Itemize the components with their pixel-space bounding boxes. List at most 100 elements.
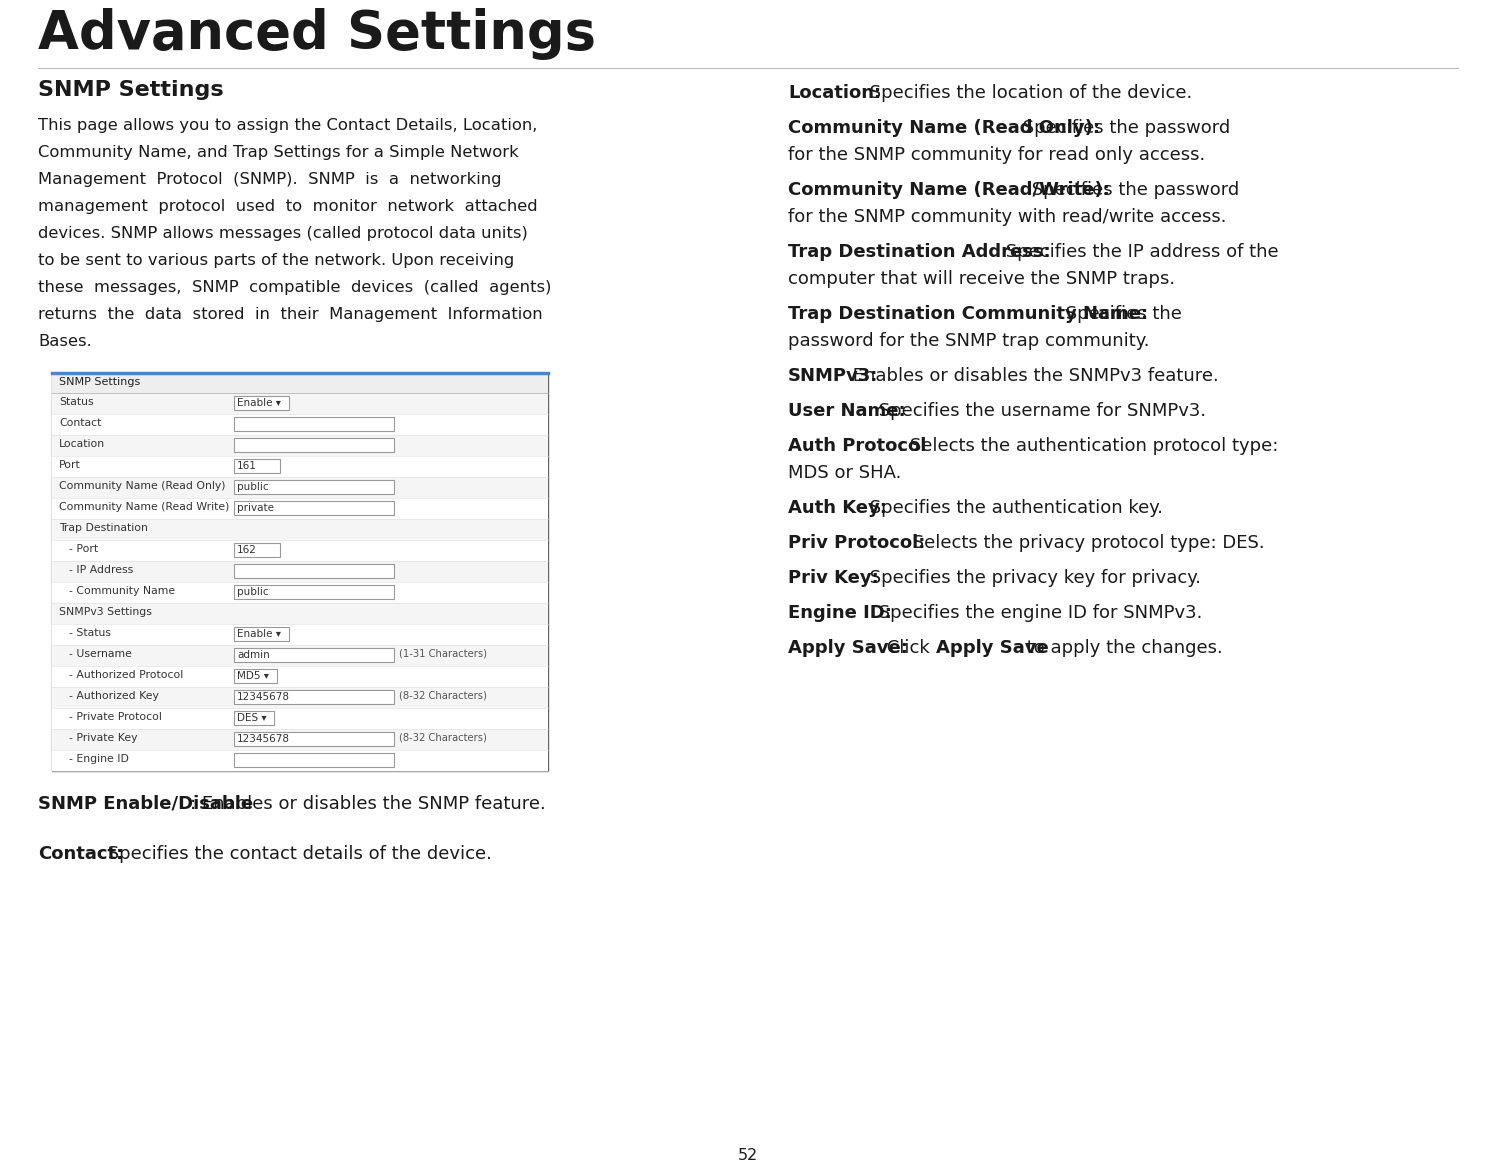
Text: Community Name (Read/Write):: Community Name (Read/Write):: [788, 180, 1110, 199]
FancyBboxPatch shape: [233, 732, 393, 747]
FancyBboxPatch shape: [233, 752, 393, 766]
Text: MDS or SHA.: MDS or SHA.: [788, 464, 902, 482]
Text: Enable ▾: Enable ▾: [236, 398, 281, 408]
FancyBboxPatch shape: [52, 708, 548, 729]
FancyBboxPatch shape: [233, 690, 393, 704]
Text: - Status: - Status: [69, 628, 111, 638]
FancyBboxPatch shape: [52, 498, 548, 519]
FancyBboxPatch shape: [52, 687, 548, 708]
Text: Location: Location: [58, 440, 105, 449]
FancyBboxPatch shape: [52, 666, 548, 687]
Text: Priv Protocol:: Priv Protocol:: [788, 534, 926, 552]
Text: SNMPv3:: SNMPv3:: [788, 367, 878, 384]
Text: : Selects the authentication protocol type:: : Selects the authentication protocol ty…: [899, 437, 1279, 455]
Text: Apply Save:: Apply Save:: [788, 639, 908, 657]
FancyBboxPatch shape: [233, 627, 289, 641]
Text: Specifies the location of the device.: Specifies the location of the device.: [865, 84, 1192, 102]
Text: Specifies the contact details of the device.: Specifies the contact details of the dev…: [102, 845, 492, 863]
Text: Trap Destination Address:: Trap Destination Address:: [788, 243, 1050, 261]
Text: to apply the changes.: to apply the changes.: [1022, 639, 1222, 657]
Text: - Username: - Username: [69, 649, 132, 659]
Text: 12345678: 12345678: [236, 734, 290, 744]
Text: Advanced Settings: Advanced Settings: [37, 8, 595, 60]
FancyBboxPatch shape: [52, 393, 548, 414]
Text: User Name:: User Name:: [788, 402, 905, 420]
Text: 161: 161: [236, 461, 257, 471]
Text: Auth Key:: Auth Key:: [788, 499, 887, 517]
Text: SNMPv3 Settings: SNMPv3 Settings: [58, 607, 153, 616]
Text: admin: admin: [236, 650, 269, 660]
Text: MD5 ▾: MD5 ▾: [236, 672, 269, 681]
FancyBboxPatch shape: [233, 585, 393, 599]
Text: This page allows you to assign the Contact Details, Location,: This page allows you to assign the Conta…: [37, 118, 537, 132]
FancyBboxPatch shape: [233, 417, 393, 431]
FancyBboxPatch shape: [52, 750, 548, 771]
FancyBboxPatch shape: [52, 373, 548, 393]
Text: DES ▾: DES ▾: [236, 713, 266, 723]
Text: Apply Save: Apply Save: [936, 639, 1049, 657]
Text: SNMP Settings: SNMP Settings: [58, 377, 141, 387]
Text: : Enables or disables the SNMP feature.: : Enables or disables the SNMP feature.: [190, 795, 546, 813]
Text: Specifies the password: Specifies the password: [1026, 180, 1239, 199]
FancyBboxPatch shape: [52, 561, 548, 582]
Text: - Community Name: - Community Name: [69, 586, 175, 597]
Text: Click: Click: [881, 639, 936, 657]
FancyBboxPatch shape: [52, 519, 548, 540]
Text: (1-31 Characters): (1-31 Characters): [399, 649, 488, 659]
FancyBboxPatch shape: [233, 669, 277, 683]
Text: Community Name (Read Write): Community Name (Read Write): [58, 502, 229, 512]
FancyBboxPatch shape: [233, 711, 274, 725]
Text: - Port: - Port: [69, 544, 99, 554]
Text: - Authorized Key: - Authorized Key: [69, 691, 159, 701]
Text: devices. SNMP allows messages (called protocol data units): devices. SNMP allows messages (called pr…: [37, 226, 528, 241]
Text: - Private Key: - Private Key: [69, 732, 138, 743]
Text: Bases.: Bases.: [37, 334, 91, 349]
FancyBboxPatch shape: [52, 604, 548, 624]
FancyBboxPatch shape: [233, 438, 393, 452]
FancyBboxPatch shape: [52, 729, 548, 750]
Text: 12345678: 12345678: [236, 691, 290, 702]
FancyBboxPatch shape: [233, 543, 280, 557]
Text: returns  the  data  stored  in  their  Management  Information: returns the data stored in their Managem…: [37, 307, 543, 322]
Text: Specifies the engine ID for SNMPv3.: Specifies the engine ID for SNMPv3.: [874, 604, 1203, 622]
Text: Priv Key:: Priv Key:: [788, 568, 878, 587]
Text: Specifies the privacy key for privacy.: Specifies the privacy key for privacy.: [865, 568, 1201, 587]
Text: - Private Protocol: - Private Protocol: [69, 713, 162, 722]
Text: Engine ID:: Engine ID:: [788, 604, 892, 622]
FancyBboxPatch shape: [233, 481, 393, 495]
FancyBboxPatch shape: [52, 435, 548, 456]
Text: (8-32 Characters): (8-32 Characters): [399, 732, 486, 743]
Text: Specifies the: Specifies the: [1061, 305, 1182, 323]
Text: - Authorized Protocol: - Authorized Protocol: [69, 670, 183, 680]
FancyBboxPatch shape: [52, 414, 548, 435]
FancyBboxPatch shape: [52, 645, 548, 666]
Text: for the SNMP community for read only access.: for the SNMP community for read only acc…: [788, 146, 1206, 164]
Text: Contact: Contact: [58, 418, 102, 428]
FancyBboxPatch shape: [52, 540, 548, 561]
Text: Community Name (Read Only):: Community Name (Read Only):: [788, 120, 1100, 137]
Text: - Engine ID: - Engine ID: [69, 754, 129, 764]
Text: Trap Destination: Trap Destination: [58, 523, 148, 533]
FancyBboxPatch shape: [233, 564, 393, 578]
Text: - IP Address: - IP Address: [69, 565, 133, 575]
Text: Specifies the password: Specifies the password: [1017, 120, 1231, 137]
Text: Trap Destination Community Name:: Trap Destination Community Name:: [788, 305, 1147, 323]
FancyBboxPatch shape: [52, 477, 548, 498]
Text: Specifies the authentication key.: Specifies the authentication key.: [865, 499, 1164, 517]
Text: Enables or disables the SNMPv3 feature.: Enables or disables the SNMPv3 feature.: [848, 367, 1219, 384]
Text: password for the SNMP trap community.: password for the SNMP trap community.: [788, 332, 1149, 350]
Text: management  protocol  used  to  monitor  network  attached: management protocol used to monitor netw…: [37, 199, 537, 214]
Text: Enable ▾: Enable ▾: [236, 629, 281, 639]
Text: computer that will receive the SNMP traps.: computer that will receive the SNMP trap…: [788, 270, 1176, 288]
Text: Community Name (Read Only): Community Name (Read Only): [58, 481, 226, 491]
Text: 52: 52: [738, 1149, 758, 1163]
Text: Selects the privacy protocol type: DES.: Selects the privacy protocol type: DES.: [907, 534, 1264, 552]
FancyBboxPatch shape: [233, 648, 393, 662]
Text: SNMP Settings: SNMP Settings: [37, 80, 223, 100]
FancyBboxPatch shape: [52, 373, 548, 771]
Text: Port: Port: [58, 459, 81, 470]
FancyBboxPatch shape: [233, 500, 393, 515]
Text: to be sent to various parts of the network. Upon receiving: to be sent to various parts of the netwo…: [37, 253, 515, 268]
Text: public: public: [236, 587, 269, 597]
Text: for the SNMP community with read/write access.: for the SNMP community with read/write a…: [788, 207, 1227, 226]
